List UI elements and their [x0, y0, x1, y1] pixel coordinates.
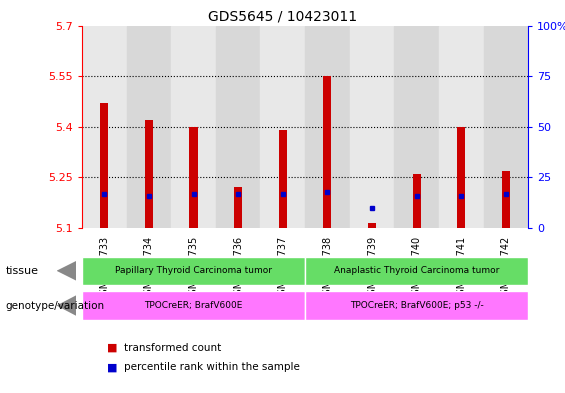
Bar [439, 26, 484, 228]
Bar [171, 26, 216, 228]
Bar [368, 223, 376, 228]
Bar [82, 257, 305, 285]
Text: ■: ■ [107, 362, 118, 373]
Bar [305, 291, 528, 320]
Bar [234, 187, 242, 228]
Text: transformed count: transformed count [124, 343, 221, 353]
Bar [412, 174, 421, 228]
Bar [127, 26, 171, 228]
Polygon shape [56, 295, 76, 316]
Text: TPOCreER; BrafV600E: TPOCreER; BrafV600E [144, 301, 243, 310]
Text: percentile rank within the sample: percentile rank within the sample [124, 362, 300, 373]
Bar [82, 291, 305, 320]
Bar [305, 26, 350, 228]
Text: ■: ■ [107, 343, 118, 353]
Polygon shape [56, 261, 76, 281]
Bar [394, 26, 439, 228]
Bar [305, 257, 528, 285]
Bar [457, 127, 466, 228]
Bar [323, 76, 332, 228]
Text: tissue: tissue [6, 266, 38, 276]
Bar [350, 26, 394, 228]
Bar [145, 120, 153, 228]
Bar [279, 130, 287, 228]
Text: Anaplastic Thyroid Carcinoma tumor: Anaplastic Thyroid Carcinoma tumor [334, 266, 499, 275]
Bar [189, 127, 198, 228]
Text: TPOCreER; BrafV600E; p53 -/-: TPOCreER; BrafV600E; p53 -/- [350, 301, 484, 310]
Bar [484, 26, 528, 228]
Text: genotype/variation: genotype/variation [6, 301, 105, 310]
Bar [100, 103, 108, 228]
Bar [82, 26, 127, 228]
Bar [260, 26, 305, 228]
Text: GDS5645 / 10423011: GDS5645 / 10423011 [208, 10, 357, 24]
Bar [216, 26, 260, 228]
Bar [502, 171, 510, 228]
Text: Papillary Thyroid Carcinoma tumor: Papillary Thyroid Carcinoma tumor [115, 266, 272, 275]
